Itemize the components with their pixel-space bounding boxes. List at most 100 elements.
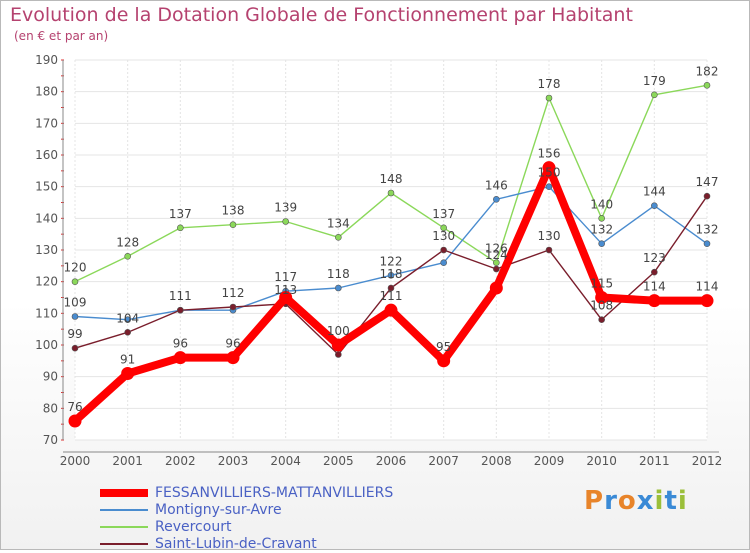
data-label: 108 (590, 299, 613, 313)
data-label: 156 (538, 147, 561, 161)
y-tick-label: 90 (43, 370, 58, 384)
data-point (229, 303, 237, 311)
data-label: 140 (590, 197, 613, 211)
legend-label: Saint-Lubin-de-Cravant (155, 536, 317, 552)
data-point (121, 367, 135, 380)
legend-swatch (100, 543, 148, 545)
data-point (226, 351, 240, 365)
x-tick-label: 2008 (481, 454, 512, 468)
data-label: 182 (696, 64, 719, 78)
proxiti-logo: Proxiti (584, 486, 688, 516)
data-point (703, 192, 711, 200)
data-point (440, 246, 447, 254)
data-point (124, 253, 131, 260)
y-tick-label: 190 (35, 53, 58, 67)
data-point (598, 240, 605, 247)
logo-letter: o (617, 486, 637, 516)
legend-label: FESSANVILLIERS-MATTANVILLIERS (155, 485, 394, 501)
x-tick-label: 2012 (692, 454, 723, 468)
data-point (545, 183, 553, 190)
x-tick-label: 2009 (534, 454, 565, 468)
logo-letter: P (584, 486, 605, 516)
x-tick-label: 2004 (270, 454, 301, 468)
data-label: 137 (432, 207, 455, 221)
data-label: 179 (643, 74, 666, 88)
data-label: 137 (169, 207, 192, 221)
data-point (493, 265, 500, 273)
data-label: 146 (485, 178, 508, 192)
data-point (279, 291, 293, 304)
data-label: 113 (274, 283, 297, 297)
data-point (651, 91, 658, 99)
data-label: 132 (696, 223, 719, 237)
data-label: 120 (64, 261, 87, 275)
legend-swatch (100, 526, 148, 528)
data-label: 122 (380, 254, 403, 268)
data-label: 95 (436, 340, 451, 354)
data-point (440, 259, 447, 266)
logo-letter: i (677, 486, 688, 516)
legend-swatch (100, 509, 148, 511)
data-label: 115 (590, 277, 613, 291)
logo-letter: x (636, 486, 655, 516)
data-point (598, 316, 605, 323)
data-label: 138 (222, 204, 245, 218)
data-label: 99 (67, 327, 82, 341)
data-label: 124 (485, 248, 508, 262)
data-label: 178 (538, 77, 561, 91)
data-label: 114 (643, 280, 666, 294)
logo-letter: r (604, 486, 618, 516)
data-point (493, 196, 500, 203)
x-tick-label: 2011 (639, 454, 670, 468)
data-point (173, 351, 187, 365)
data-label: 104 (116, 311, 139, 325)
data-point (542, 161, 556, 175)
x-tick-label: 2010 (586, 454, 617, 468)
y-tick-label: 120 (35, 275, 58, 289)
data-label: 91 (120, 353, 135, 367)
logo-letter: t (664, 486, 678, 516)
data-label: 112 (222, 286, 245, 300)
data-label: 126 (485, 242, 508, 256)
data-label: 144 (643, 185, 666, 199)
data-point (700, 294, 714, 308)
data-point (335, 284, 342, 292)
data-point (545, 94, 553, 102)
data-point (229, 221, 237, 228)
data-point (703, 82, 711, 89)
y-tick-label: 80 (43, 401, 58, 415)
data-point (545, 246, 553, 254)
data-point (331, 338, 345, 352)
data-point (703, 240, 711, 247)
y-tick-label: 110 (35, 306, 58, 320)
data-label: 118 (327, 267, 350, 281)
data-point (387, 189, 395, 197)
data-point (437, 354, 451, 368)
data-point (489, 281, 503, 295)
y-tick-label: 140 (35, 211, 58, 225)
data-label: 118 (380, 267, 403, 281)
data-label: 130 (538, 229, 561, 243)
y-tick-label: 160 (35, 148, 58, 162)
data-label: 150 (538, 166, 561, 180)
data-point (440, 224, 447, 232)
x-tick-label: 2003 (218, 454, 249, 468)
logo-letter: i (654, 486, 665, 516)
data-point (124, 329, 131, 336)
y-tick-label: 150 (35, 180, 58, 194)
chart-title: Evolution de la Dotation Globale de Fonc… (10, 4, 633, 26)
data-label: 147 (696, 175, 719, 189)
chart-subtitle: (en € et par an) (14, 29, 109, 43)
x-tick-label: 2002 (165, 454, 196, 468)
data-point (335, 351, 342, 358)
x-tick-label: 2000 (60, 454, 91, 468)
data-label: 114 (696, 280, 719, 294)
data-label: 128 (116, 235, 139, 249)
data-label: 130 (432, 229, 455, 243)
data-label: 100 (327, 324, 350, 338)
data-label: 117 (274, 270, 297, 284)
data-point (651, 268, 658, 276)
data-point (493, 259, 500, 266)
data-point (177, 224, 184, 232)
data-label: 123 (643, 251, 666, 265)
